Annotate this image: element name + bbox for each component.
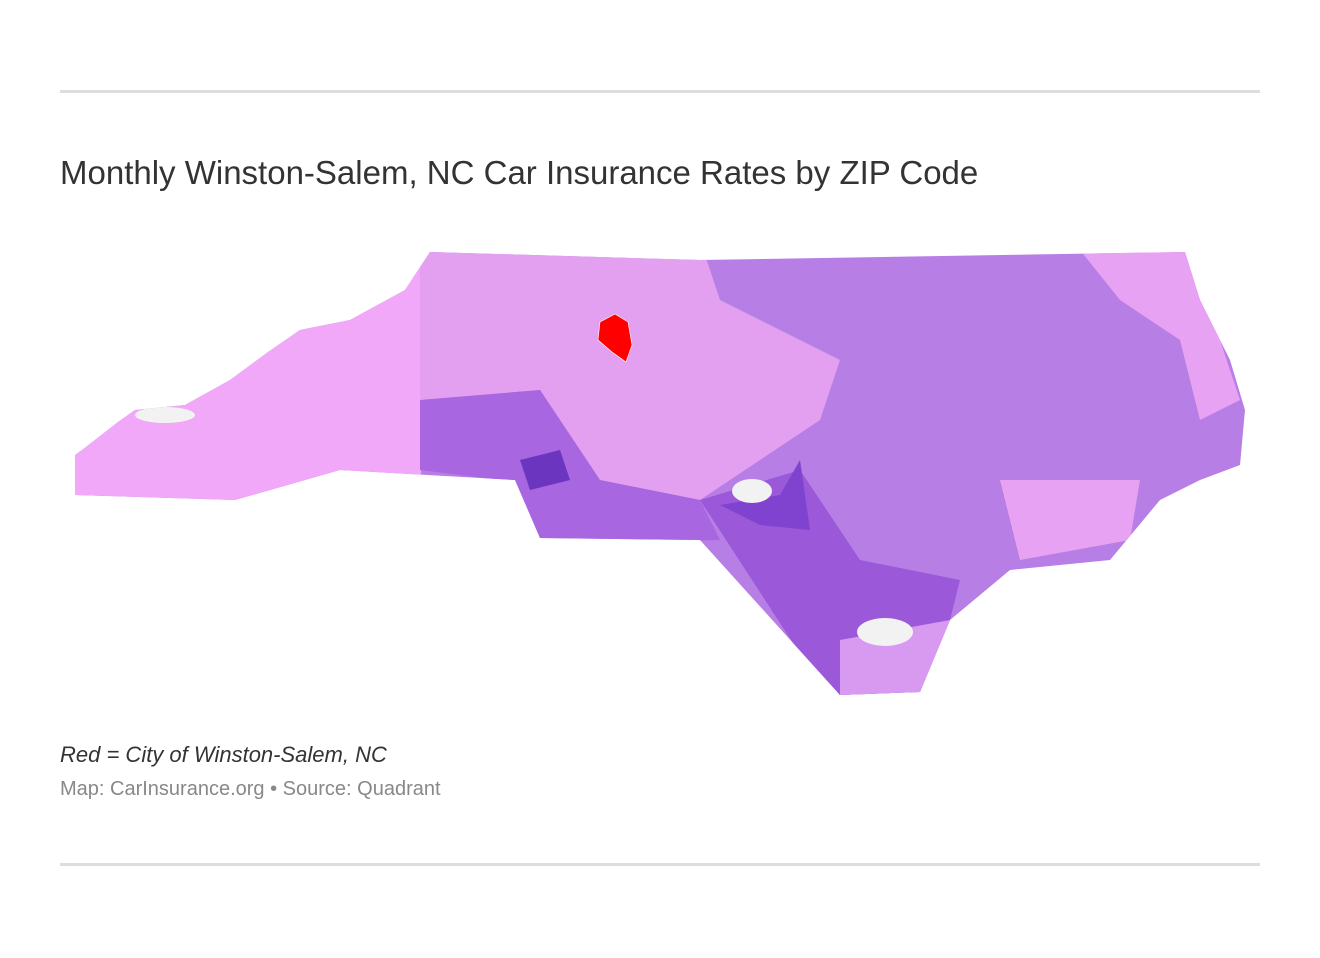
bottom-rule bbox=[60, 863, 1260, 866]
winston-salem bbox=[597, 313, 633, 363]
lake bbox=[732, 479, 772, 503]
lake bbox=[857, 618, 913, 646]
region bbox=[1000, 480, 1140, 560]
region bbox=[520, 450, 570, 490]
region bbox=[420, 252, 840, 500]
region bbox=[420, 390, 720, 545]
map-title: Monthly Winston-Salem, NC Car Insurance … bbox=[60, 154, 979, 191]
region bbox=[75, 252, 430, 510]
lake bbox=[135, 407, 195, 423]
region bbox=[720, 460, 810, 530]
map-credit: Map: CarInsurance.org • Source: Quadrant bbox=[60, 778, 441, 800]
state-regions bbox=[75, 252, 1245, 695]
map-note: Red = City of Winston-Salem, NC bbox=[60, 742, 387, 767]
region bbox=[1095, 350, 1185, 430]
zip-map bbox=[75, 252, 1245, 695]
top-rule bbox=[60, 90, 1260, 93]
